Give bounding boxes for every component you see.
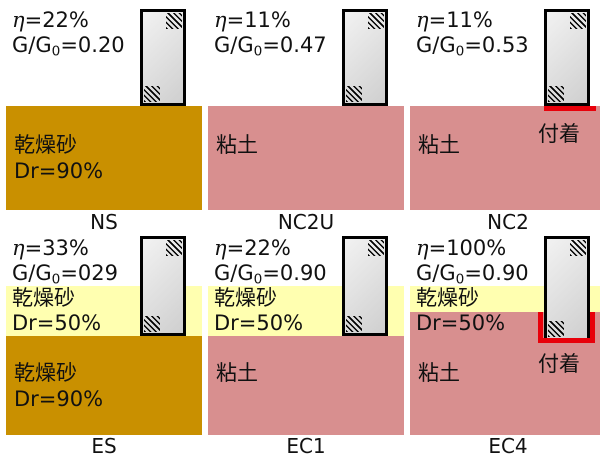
footing [342,9,388,106]
soil-label: 乾燥砂 [14,361,77,385]
adhesion-bar [544,106,596,111]
adhesion-bar-left [538,312,543,341]
density-label: Dr=50% [12,311,102,335]
hatch-mark [166,240,182,256]
adhesion-bar-bottom [538,338,595,343]
stiffness-ratio-label: G/G0=0.90 [416,261,529,288]
case-caption: EC4 [488,434,528,458]
hatch-mark [144,316,160,332]
hatch-mark [346,86,362,102]
soil-label: 粘土 [216,361,258,385]
density-label: Dr=90% [14,159,104,183]
dense-sand-layer [6,336,202,435]
stiffness-ratio-label: G/G0=0.90 [214,261,327,288]
footing [342,236,388,336]
panel-es: η=33% G/G0=029 乾燥砂 Dr=50% 乾燥砂 Dr=90% ES [6,236,202,466]
hatch-mark [548,86,564,102]
panel-nc2u: η=11% G/G0=0.47 粘土 NC2U [208,6,404,236]
soil-label: 粘土 [216,133,258,157]
soil-label: 乾燥砂 [214,286,277,310]
eta-label: η=11% [214,8,291,32]
case-caption: NS [90,210,118,234]
stiffness-ratio-label: G/G0=029 [12,261,118,288]
hatch-mark [346,316,362,332]
soil-label: 乾燥砂 [416,286,479,310]
density-label: Dr=90% [14,387,104,411]
clay-layer [208,106,404,210]
panel-ns: η=22% G/G0=0.20 乾燥砂 Dr=90% NS [6,6,202,236]
hatch-mark [166,13,182,29]
soil-label: 粘土 [418,361,460,385]
case-caption: ES [91,434,117,458]
panel-nc2: η=11% G/G0=0.53 付着 粘土 NC2 [410,6,600,236]
soil-label: 粘土 [418,133,460,157]
footing [544,9,590,106]
case-caption: EC1 [286,434,326,458]
adhesion-label: 付着 [538,122,580,146]
adhesion-bar-right [590,312,595,341]
soil-label: 乾燥砂 [14,133,77,157]
case-caption: NC2U [277,210,335,234]
footing [140,9,186,106]
stiffness-ratio-label: G/G0=0.53 [416,33,529,60]
clay-layer [208,336,404,435]
hatch-mark [368,240,384,256]
footing [544,236,590,341]
hatch-mark [548,321,564,337]
eta-label: η=22% [214,236,291,260]
soil-label: 乾燥砂 [12,286,75,310]
eta-label: η=22% [12,8,89,32]
hatch-mark [144,86,160,102]
hatch-mark [570,13,586,29]
dense-sand-layer [6,106,202,210]
panel-ec1: η=22% G/G0=0.90 乾燥砂 Dr=50% 粘土 EC1 [208,236,404,466]
case-caption: NC2 [487,210,529,234]
eta-label: η=11% [416,8,493,32]
clay-layer [410,106,600,210]
panel-ec4: η=100% G/G0=0.90 乾燥砂 Dr=50% 付着 粘土 EC4 [410,236,600,466]
density-label: Dr=50% [214,311,304,335]
adhesion-label: 付着 [538,352,580,376]
eta-label: η=33% [12,236,89,260]
stiffness-ratio-label: G/G0=0.47 [214,33,327,60]
hatch-mark [570,240,586,256]
stiffness-ratio-label: G/G0=0.20 [12,33,125,60]
footing [140,236,186,336]
density-label: Dr=50% [416,311,506,335]
hatch-mark [368,13,384,29]
eta-label: η=100% [416,236,507,260]
